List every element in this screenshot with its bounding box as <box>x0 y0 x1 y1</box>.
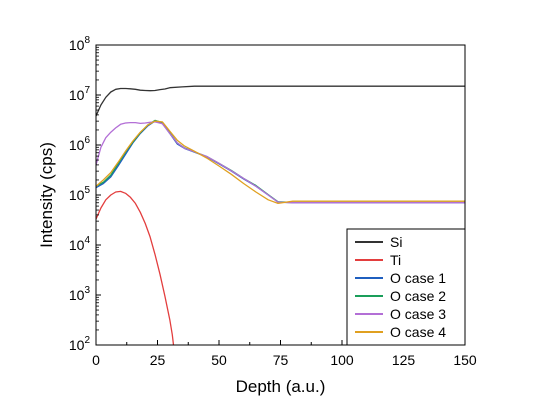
y-tick-label: 103 <box>69 285 91 303</box>
series-line-o-case-3 <box>96 121 465 204</box>
legend-label: O case 3 <box>390 306 446 322</box>
x-tick-label: 25 <box>150 352 166 368</box>
series-line-si <box>96 85 465 117</box>
y-tick-label: 106 <box>69 135 91 153</box>
y-tick-label: 102 <box>69 335 91 353</box>
legend-label: Si <box>390 234 402 250</box>
legend-label: Ti <box>390 252 401 268</box>
y-tick-label: 104 <box>69 235 91 253</box>
legend-box <box>346 228 466 346</box>
x-tick-label: 50 <box>211 352 227 368</box>
legend: Si Ti O case 1 O case 2 O case 3 O case 4 <box>346 228 466 346</box>
x-tick-label: 125 <box>392 352 416 368</box>
x-tick-label: 0 <box>92 352 100 368</box>
x-tick-label: 100 <box>330 352 354 368</box>
legend-label: O case 4 <box>390 324 446 340</box>
x-tick-label: 150 <box>453 352 477 368</box>
series-layer <box>96 85 465 345</box>
x-tick-label: 75 <box>273 352 289 368</box>
axis-layer: 0 25 50 75 100 125 150 102 103 104 105 106 107 108 <box>69 35 477 368</box>
series-line-ti <box>96 190 175 345</box>
legend-label: O case 2 <box>390 288 446 304</box>
y-tick-label: 107 <box>69 85 91 103</box>
legend-label: O case 1 <box>390 270 446 286</box>
y-axis-title: Intensity (cps) <box>37 142 56 248</box>
series-line-o-case-4 <box>96 120 465 205</box>
x-axis-title: Depth (a.u.) <box>236 377 326 396</box>
y-tick-label: 105 <box>69 185 91 203</box>
y-tick-label: 108 <box>69 35 91 53</box>
